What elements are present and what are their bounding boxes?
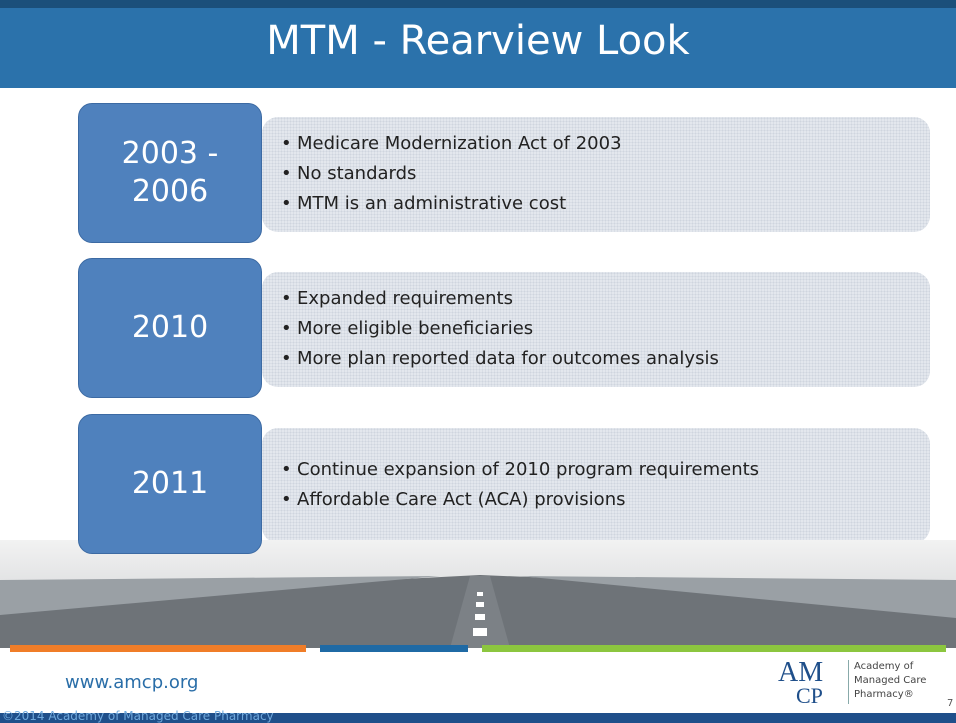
logo-line: Pharmacy® — [854, 688, 926, 702]
year-box: 2010 — [78, 258, 262, 398]
slide-title: MTM - Rearview Look — [0, 18, 956, 64]
slide: MTM - Rearview Look www.amcp.org AMCP Ac… — [0, 0, 956, 723]
copyright: ©2014 Academy of Managed Care Pharmacy — [2, 709, 274, 723]
logo-divider — [848, 660, 849, 704]
year-box: 2011 — [78, 414, 262, 554]
logo-line: Managed Care — [854, 674, 926, 688]
footer-url: www.amcp.org — [65, 672, 198, 693]
bullet: More plan reported data for outcomes ana… — [297, 344, 719, 374]
bullet: Affordable Care Act (ACA) provisions — [297, 485, 759, 515]
bullet: More eligible beneficiaries — [297, 314, 719, 344]
bullet: Continue expansion of 2010 program requi… — [297, 455, 759, 485]
stripe-orange — [10, 645, 306, 652]
bullet: No standards — [297, 159, 622, 189]
bullet: MTM is an administrative cost — [297, 189, 622, 219]
road-image — [0, 540, 956, 648]
logo-text: CP — [778, 683, 823, 708]
stripe-green — [482, 645, 946, 652]
year-label: 2011 — [110, 465, 230, 503]
year-box: 2003 - 2006 — [78, 103, 262, 243]
page-number: 7 — [947, 698, 953, 709]
bullet: Medicare Modernization Act of 2003 — [297, 129, 622, 159]
stripe-blue — [320, 645, 468, 652]
bullet: Expanded requirements — [297, 284, 719, 314]
logo-line: Academy of — [854, 660, 926, 674]
year-label: 2010 — [110, 309, 230, 347]
bullet-list: Continue expansion of 2010 program requi… — [275, 455, 759, 515]
bullet-list: Expanded requirementsMore eligible benef… — [275, 284, 719, 374]
bullet-list: Medicare Modernization Act of 2003No sta… — [275, 129, 622, 219]
year-label: 2003 - 2006 — [110, 135, 230, 211]
